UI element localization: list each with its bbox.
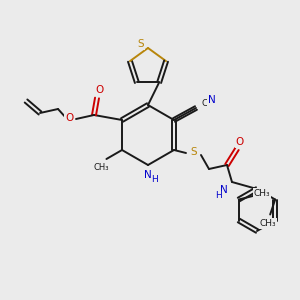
Text: N: N: [220, 185, 228, 195]
Text: S: S: [191, 147, 197, 157]
Text: O: O: [95, 85, 103, 95]
Text: H: H: [152, 175, 158, 184]
Text: N: N: [144, 170, 152, 180]
Text: N: N: [208, 95, 216, 105]
Text: O: O: [65, 113, 73, 123]
Text: H: H: [216, 191, 222, 200]
Text: C: C: [202, 100, 208, 109]
Text: CH₃: CH₃: [254, 189, 270, 198]
Text: CH₃: CH₃: [94, 163, 109, 172]
Text: S: S: [138, 39, 144, 49]
Text: O: O: [236, 137, 244, 147]
Text: CH₃: CH₃: [260, 219, 277, 228]
